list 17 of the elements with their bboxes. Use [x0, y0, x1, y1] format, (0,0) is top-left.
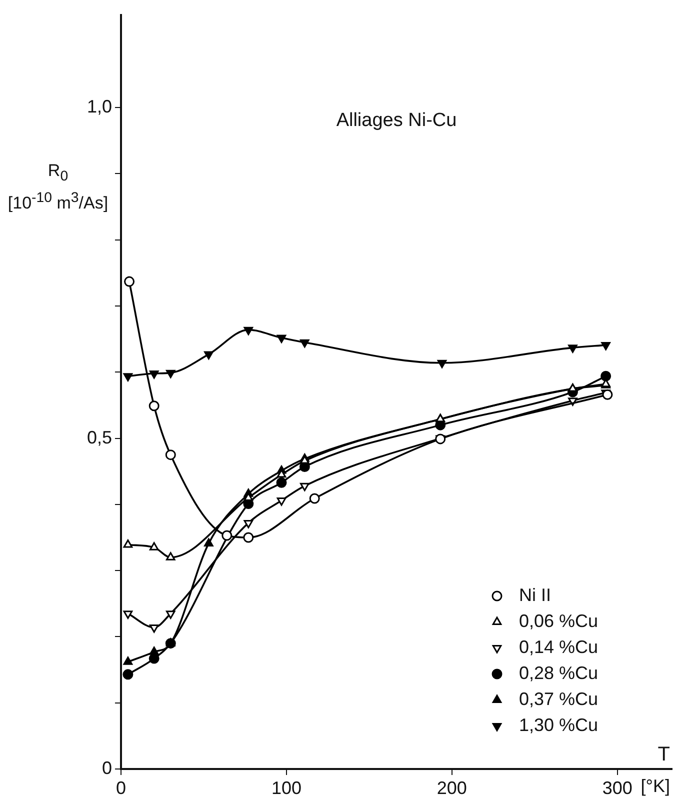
legend-label: 0,06 %Cu	[519, 610, 598, 631]
legend-label: 0,14 %Cu	[519, 636, 598, 657]
legend-label: 1,30 %Cu	[519, 714, 598, 735]
text: Alliages Ni-Cu	[336, 110, 457, 132]
x-tick-label: 100	[271, 778, 302, 798]
legend-label: 0,37 %Cu	[519, 688, 598, 709]
y-tick-label: 0,5	[86, 427, 112, 448]
y-tick-label: 0	[102, 758, 112, 778]
x-axis-title: T	[658, 744, 670, 766]
text: R$_{0}$ [10$^{-10}$ m$^{3}$/As]	[8, 161, 108, 214]
text: [°K]	[640, 776, 670, 796]
y-tick-label: 1,0	[86, 96, 112, 117]
x-tick-label: 300	[602, 778, 632, 798]
x-tick-label: 0	[116, 778, 126, 798]
x-tick-label: 200	[436, 778, 467, 798]
legend-label: Ni II	[519, 584, 552, 605]
legend-label: 0,28 %Cu	[519, 662, 598, 683]
